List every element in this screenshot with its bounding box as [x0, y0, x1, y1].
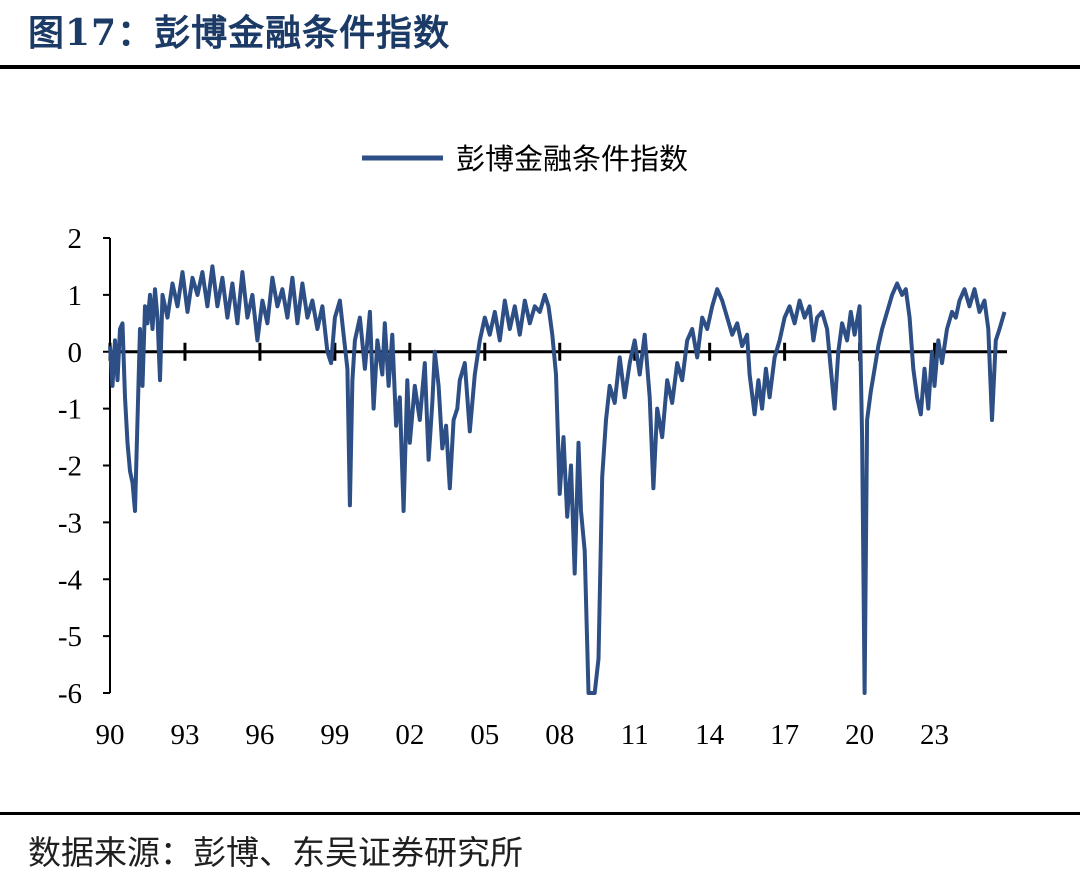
y-tick-label: 0 — [68, 337, 83, 369]
x-tick-label: 14 — [695, 719, 725, 751]
x-tick-label: 11 — [621, 719, 649, 751]
series-group — [108, 264, 1007, 695]
x-tick-label: 05 — [470, 719, 499, 751]
y-tick-label: 2 — [68, 223, 83, 255]
bottom-rule — [0, 812, 1080, 815]
x-tick-label: 08 — [545, 719, 574, 751]
line-chart: 彭博金融条件指数 2 1 0 -1 -2 -3 -4 -5 -6 90 93 96 99 02 05 08 11… — [58, 143, 1007, 751]
figure-title: 图17：彭博金融条件指数 — [28, 12, 451, 54]
x-tick-label: 20 — [845, 719, 874, 751]
x-tick-label: 17 — [770, 719, 799, 751]
top-rule — [0, 65, 1080, 69]
x-tick-label: 02 — [395, 719, 424, 751]
y-tick-label: -5 — [58, 621, 82, 653]
y-tick-label: -2 — [58, 451, 82, 483]
y-tick-label: -6 — [58, 678, 82, 710]
x-tick-label: 23 — [920, 719, 949, 751]
x-tick-label: 99 — [320, 719, 349, 751]
x-tick-label: 90 — [96, 719, 125, 751]
y-tick-label: -1 — [58, 394, 82, 426]
axes: 2 1 0 -1 -2 -3 -4 -5 -6 90 93 96 99 02 05 08 11 14 17 20 23 — [58, 223, 1007, 751]
x-tick-label: 96 — [245, 719, 274, 751]
y-tick-label: -3 — [58, 507, 82, 539]
y-tick-label: -4 — [58, 564, 83, 596]
x-tick-label: 93 — [170, 719, 199, 751]
series-line — [108, 264, 1007, 695]
y-tick-label: 1 — [68, 280, 83, 312]
legend-label: 彭博金融条件指数 — [456, 143, 688, 176]
source-note: 数据来源：彭博、东吴证券研究所 — [28, 833, 523, 872]
legend: 彭博金融条件指数 — [362, 143, 688, 176]
